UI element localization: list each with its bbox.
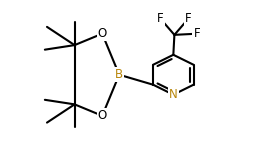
Text: F: F — [185, 12, 192, 25]
Text: F: F — [157, 12, 164, 25]
Text: B: B — [115, 68, 123, 81]
Text: N: N — [169, 88, 178, 101]
Text: F: F — [193, 27, 200, 40]
Text: O: O — [98, 109, 107, 122]
Text: O: O — [98, 27, 107, 40]
